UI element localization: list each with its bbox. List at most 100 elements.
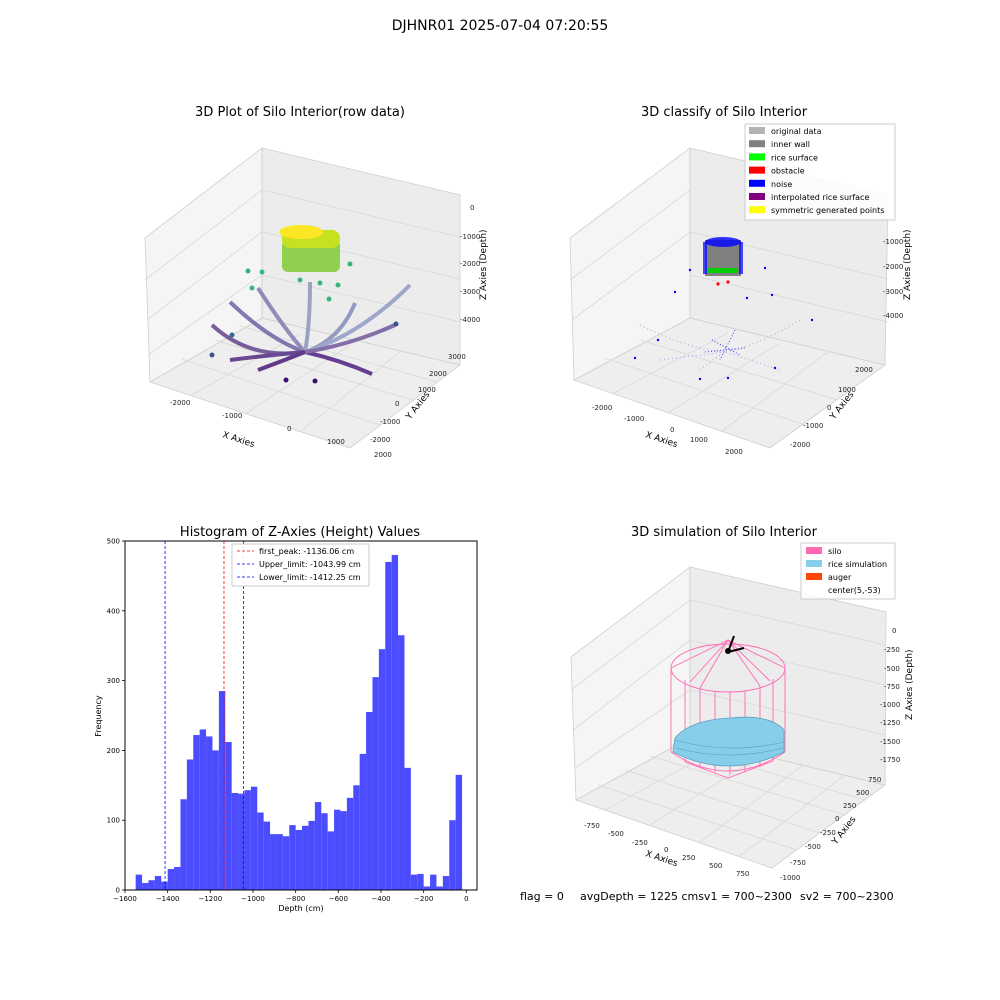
legend-label: obstacle [771,167,805,176]
simulation-y-tick: -1000 [780,874,800,882]
classify-z-tick: -4000 [883,312,903,320]
classify-x-tick: -1000 [624,415,644,423]
panel-raw-surface [209,225,399,384]
histogram-bar [327,831,335,890]
simulation-y-tick: 750 [868,776,881,784]
classify-x-tick: 0 [670,426,674,434]
histogram-bar [244,790,251,890]
histogram-bar [148,880,155,890]
classify-x-tick: 2000 [725,448,743,456]
histogram-bar [282,836,290,890]
classify-y-tick: 1000 [838,386,856,394]
legend-label: noise [771,180,792,189]
simulation-y-tick: -250 [820,829,836,837]
histogram-bar [161,881,168,890]
histogram-y-label: Frequency [94,695,103,737]
classify-x-tick: 1000 [690,436,708,444]
histogram-bar [385,561,392,890]
raw-z-tick: -2000 [460,260,480,268]
histogram-bar [167,869,175,890]
simulation-y-tick: 500 [856,789,869,797]
histogram-title: Histogram of Z-Axies (Height) Values [180,525,420,540]
histogram-legend: first_peak: -1136.06 cm Upper_limit: -104… [231,543,370,587]
histogram-x-tick-label: −800 [286,895,305,903]
histogram-y-tick-label: 400 [107,607,120,615]
histogram-bar [391,554,399,890]
panel-classify: 3D classify of Silo Interior [569,105,913,456]
simulation-y-tick: -750 [790,859,806,867]
panel-raw-title: 3D Plot of Silo Interior(row data) [195,105,405,120]
panel-classify-ticks: -2000 -1000 0 1000 2000 -2000 -1000 0 10… [592,238,903,456]
simulation-z-label: Z Axies (Depth) [905,649,915,720]
simulation-auger [725,635,745,654]
simulation-title: 3D simulation of Silo Interior [631,525,818,540]
simulation-z-tick: -1750 [880,756,900,764]
histogram-bar [346,797,354,890]
raw-y-tick: 1000 [418,386,436,394]
legend-swatch [749,140,765,148]
panel-raw-ticks: -2000 -1000 0 1000 2000 -2000 -1000 0 10… [170,204,480,459]
histogram-bar [238,793,245,890]
legend-swatch [749,206,765,214]
simulation-z-tick: -250 [884,646,900,654]
histogram-bar [206,736,213,890]
histogram-bar [193,735,200,890]
histogram-bar [455,774,463,890]
panel-raw-box [144,147,461,449]
simulation-x-tick: 250 [682,854,695,862]
histogram-y-ticks: 0 100 200 300 400 500 [107,538,125,895]
panel-histogram: Histogram of Z-Axies (Height) Values −16… [94,525,478,913]
simulation-z-tick: 0 [892,627,896,635]
histogram-bar [398,635,405,890]
simulation-x-tick: 750 [736,870,749,878]
histogram-x-tick-label: −1400 [156,895,180,903]
simulation-z-tick: -1500 [880,738,900,746]
legend-swatch [806,573,822,580]
simulation-z-tick: -500 [884,665,900,673]
histogram-bar [417,873,424,890]
raw-x-tick: 2000 [374,451,392,459]
histogram-bar [321,813,328,890]
histogram-bar [404,767,411,890]
legend-label: inner wall [771,140,810,149]
histogram-bar [250,786,258,890]
histogram-x-tick-label: −1000 [241,895,265,903]
histogram-bar [218,691,226,890]
panel-simulation: 3D simulation of Silo Interior [570,525,915,882]
classify-z-tick: -2000 [883,263,903,271]
histogram-bar [154,876,162,890]
raw-z-tick: -4000 [460,316,480,324]
histogram-x-tick-label: −200 [414,895,433,903]
histogram-bar [257,812,264,890]
histogram-x-tick-label: −400 [371,895,390,903]
raw-z-tick: -3000 [460,288,480,296]
simulation-x-tick: -500 [608,830,624,838]
raw-y-tick: 3000 [448,353,466,361]
histogram-x-tick-label: 0 [464,895,468,903]
histogram-legend-label: Upper_limit: -1043.99 cm [259,560,361,569]
histogram-bar [366,712,373,890]
figure-title: DJHNR01 2025-07-04 07:20:55 [391,18,609,34]
histogram-bar [263,821,271,890]
histogram-bar [353,785,360,890]
raw-z-tick: 0 [470,204,474,212]
histogram-bar [289,825,296,890]
histogram-bar [199,729,207,890]
histogram-bar [423,886,431,890]
simulation-ticks: -750 -500 -250 0 250 500 750 -1000 -750 … [584,627,900,882]
simulation-legend: silo rice simulation auger center(5,-53) [800,542,896,600]
histogram-bar [378,649,386,890]
classify-z-tick: -3000 [883,288,903,296]
classify-z-tick: -1000 [883,238,903,246]
legend-swatch [806,586,822,593]
classify-y-tick: 0 [827,404,831,412]
simulation-rice [672,716,785,767]
histogram-y-tick-label: 200 [107,747,120,755]
histogram-bar [430,874,437,890]
simulation-y-tick: 0 [835,815,839,823]
histogram-bar [212,750,219,890]
histogram-y-tick-label: 500 [107,538,120,546]
raw-x-tick: 1000 [327,438,345,446]
raw-y-tick: -2000 [370,436,390,444]
footer-sv2: sv2 = 700~2300 [800,890,894,903]
